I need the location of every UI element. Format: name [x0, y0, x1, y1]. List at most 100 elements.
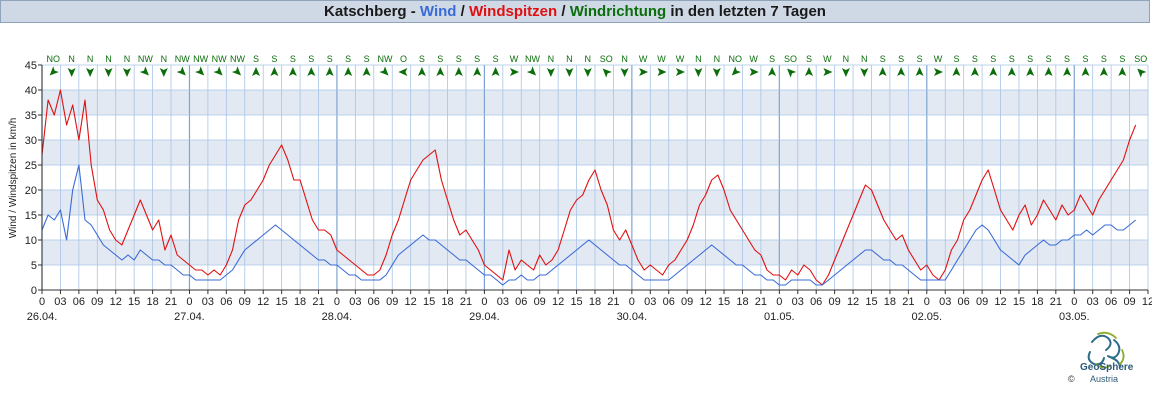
- x-tick-label: 09: [829, 296, 841, 308]
- direction-arrow-icon: [731, 66, 741, 76]
- arrow-shape: [1099, 67, 1108, 76]
- x-tick-label: 0: [776, 296, 782, 308]
- y-tick-label: 25: [25, 160, 37, 172]
- direction-label: S: [880, 54, 886, 64]
- arrow-shape: [1118, 67, 1127, 76]
- direction-arrow-icon: [1007, 67, 1016, 76]
- direction-label: W: [749, 54, 758, 64]
- direction-label: SO: [784, 54, 797, 64]
- arrow-shape: [1044, 67, 1053, 76]
- x-tick-label: 03: [202, 296, 214, 308]
- direction-label: N: [68, 54, 75, 64]
- x-tick-label: 06: [810, 296, 822, 308]
- x-tick-label: 0: [39, 296, 45, 308]
- x-tick-label: 12: [110, 296, 122, 308]
- direction-label: N: [161, 54, 168, 64]
- y-tick-label: 15: [25, 210, 37, 222]
- x-tick-label: 0: [629, 296, 635, 308]
- x-tick-label: 15: [570, 296, 582, 308]
- arrow-shape: [1137, 68, 1147, 78]
- direction-arrow-icon: [270, 67, 279, 76]
- direction-label: SO: [600, 54, 613, 64]
- arrow-shape: [768, 67, 777, 76]
- x-tick-label: 09: [976, 296, 988, 308]
- y-axis-label: Wind / Windspitzen in km/h: [8, 118, 19, 239]
- direction-label: S: [1046, 54, 1052, 64]
- x-tick-label: 0: [186, 296, 192, 308]
- direction-label: N: [695, 54, 702, 64]
- direction-arrow-icon: [565, 68, 574, 77]
- arrow-shape: [602, 68, 612, 78]
- arrow-shape: [657, 68, 667, 76]
- date-label: 26.04.: [27, 311, 58, 323]
- direction-arrow-icon: [67, 68, 76, 77]
- arrow-shape: [344, 67, 353, 76]
- direction-label: S: [972, 54, 978, 64]
- direction-arrow-icon: [526, 66, 537, 76]
- direction-arrow-icon: [252, 67, 260, 76]
- direction-arrow-icon: [787, 68, 797, 78]
- x-tick-label: 18: [1031, 296, 1043, 308]
- logo-country: Austria: [1090, 374, 1119, 384]
- arrow-shape: [252, 67, 260, 76]
- title-station: Katschberg: [324, 3, 407, 20]
- direction-arrow-icon: [307, 67, 316, 76]
- date-label: 28.04.: [322, 311, 353, 323]
- arrow-shape: [823, 68, 833, 76]
- direction-arrow-icon: [362, 67, 371, 76]
- arrow-shape: [379, 66, 389, 76]
- arrow-shape: [787, 68, 797, 78]
- chart-axes: 0 5 10 15 20 25 30 35 40 45 0 03 06 09 12 15 18 21 0 03 06 09…: [25, 60, 1152, 323]
- arrow-shape: [583, 68, 592, 77]
- arrow-shape: [417, 67, 426, 76]
- x-tick-label: 21: [165, 296, 177, 308]
- arrow-shape: [731, 66, 741, 76]
- direction-label: S: [806, 54, 812, 64]
- arrow-shape: [860, 68, 869, 77]
- direction-label: NW: [193, 54, 208, 64]
- direction-label: NW: [212, 54, 227, 64]
- date-label: 03.05.: [1059, 311, 1090, 323]
- arrow-shape: [86, 68, 95, 77]
- direction-label: S: [898, 54, 904, 64]
- direction-label: S: [493, 54, 499, 64]
- direction-label: W: [823, 54, 832, 64]
- y-tick-label: 30: [25, 135, 37, 147]
- direction-arrow-icon: [620, 68, 629, 77]
- arrow-shape: [1081, 67, 1090, 76]
- arrow-shape: [565, 68, 574, 77]
- direction-arrow-icon: [970, 67, 979, 76]
- arrow-shape: [288, 67, 297, 76]
- direction-label: W: [639, 54, 648, 64]
- direction-arrow-icon: [288, 67, 297, 76]
- arrow-shape: [712, 68, 721, 77]
- y-tick-label: 5: [31, 260, 37, 272]
- title-sep-1: -: [406, 3, 420, 20]
- y-tick-label: 40: [25, 85, 37, 97]
- x-tick-label: 15: [276, 296, 288, 308]
- x-tick-label: 09: [239, 296, 251, 308]
- direction-arrow-icon: [675, 68, 685, 76]
- direction-arrow-icon: [657, 68, 667, 76]
- arrow-shape: [67, 68, 76, 77]
- direction-arrow-icon: [417, 67, 426, 76]
- direction-label: N: [861, 54, 868, 64]
- direction-arrow-icon: [231, 66, 242, 76]
- direction-label: S: [1082, 54, 1088, 64]
- direction-arrow-icon: [139, 66, 149, 76]
- x-tick-label: 12: [847, 296, 859, 308]
- direction-arrow-icon: [491, 67, 500, 76]
- direction-arrow-icon: [805, 67, 813, 76]
- arrow-shape: [526, 66, 537, 76]
- arrow-shape: [1026, 67, 1035, 76]
- direction-arrow-icon: [860, 68, 869, 77]
- x-tick-label: 21: [902, 296, 914, 308]
- direction-arrow-icon: [454, 67, 463, 76]
- direction-arrow-icon: [546, 68, 555, 77]
- x-tick-label: 18: [884, 296, 896, 308]
- y-tick-label: 20: [25, 185, 37, 197]
- arrow-shape: [454, 67, 463, 76]
- direction-label: O: [400, 54, 407, 64]
- x-tick-label: 06: [958, 296, 970, 308]
- arrow-shape: [104, 68, 113, 77]
